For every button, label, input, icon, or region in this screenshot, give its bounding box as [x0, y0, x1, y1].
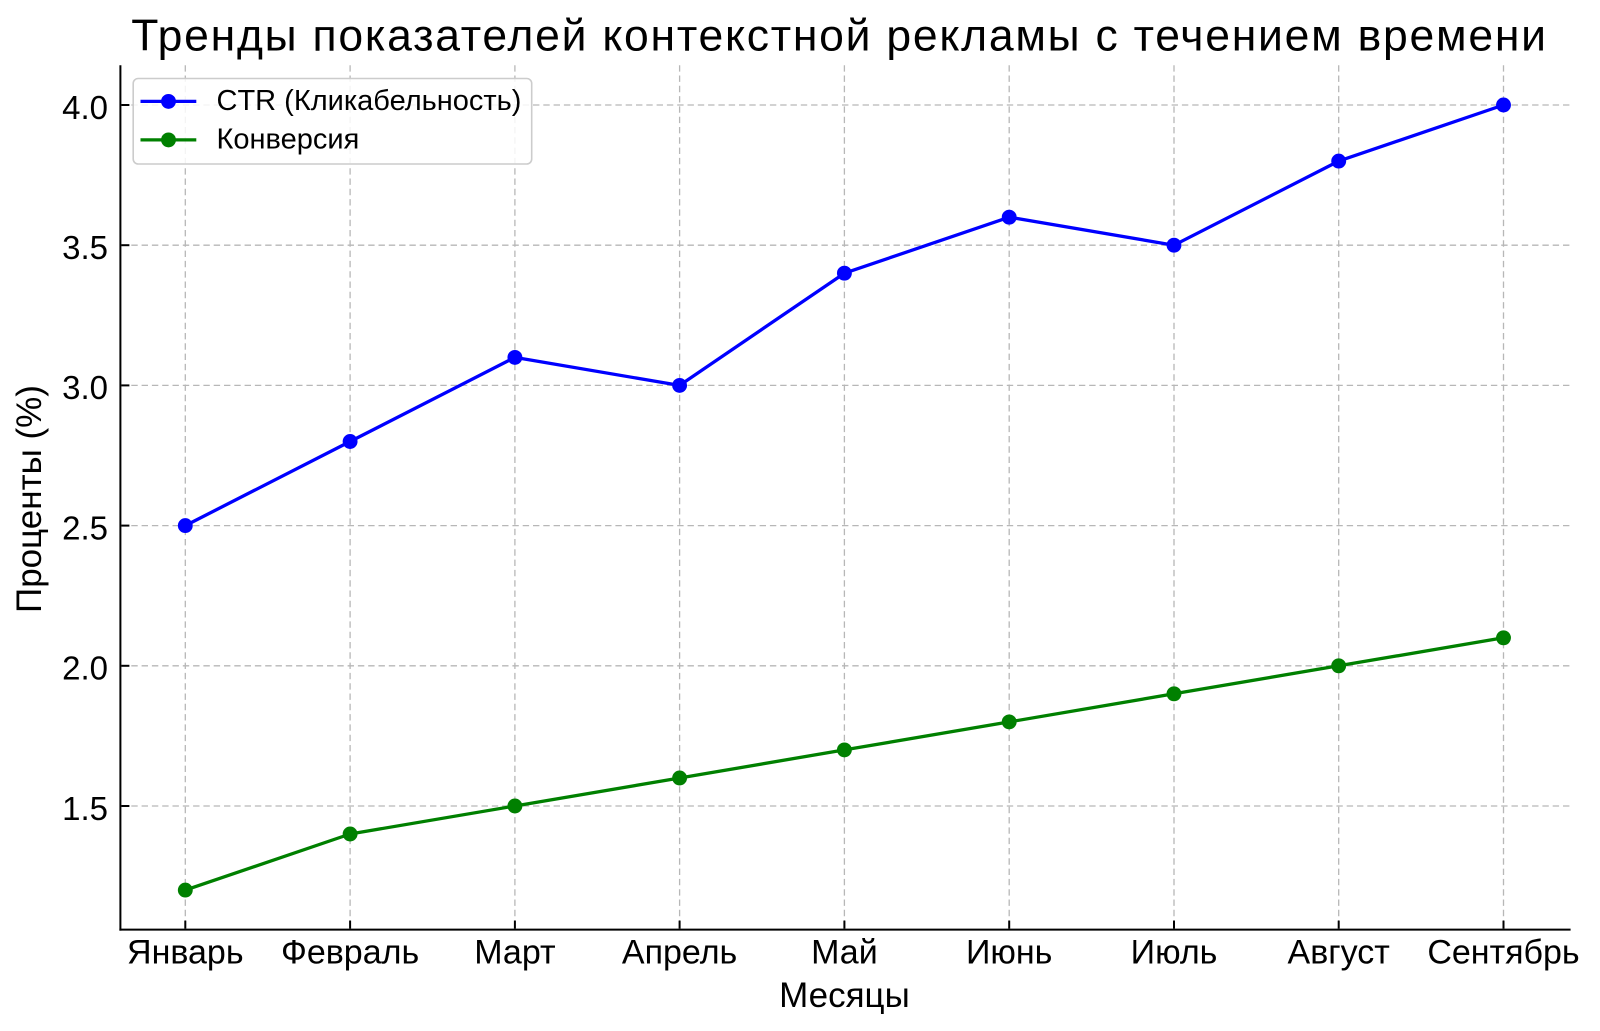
- svg-text:Июнь: Июнь: [966, 933, 1052, 971]
- svg-text:2.0: 2.0: [62, 650, 108, 687]
- svg-text:CTR (Кликабельность): CTR (Кликабельность): [217, 85, 522, 117]
- svg-text:Проценты (%): Проценты (%): [10, 385, 49, 613]
- svg-text:Апрель: Апрель: [622, 933, 737, 971]
- svg-text:Сентябрь: Сентябрь: [1427, 933, 1579, 971]
- svg-text:Месяцы: Месяцы: [779, 976, 910, 1015]
- svg-text:Январь: Январь: [127, 933, 244, 971]
- svg-text:3.0: 3.0: [62, 369, 108, 406]
- svg-text:Август: Август: [1288, 933, 1390, 971]
- svg-text:Конверсия: Конверсия: [217, 123, 360, 155]
- svg-text:1.5: 1.5: [62, 790, 108, 827]
- svg-text:Май: Май: [811, 933, 878, 971]
- svg-text:2.5: 2.5: [62, 509, 108, 546]
- svg-text:Февраль: Февраль: [281, 933, 419, 971]
- svg-text:Июль: Июль: [1131, 933, 1218, 971]
- svg-text:3.5: 3.5: [62, 229, 108, 266]
- svg-text:Март: Март: [474, 933, 555, 971]
- svg-text:Тренды показателей контекстной: Тренды показателей контекстной рекламы с…: [131, 12, 1548, 61]
- svg-text:4.0: 4.0: [62, 89, 108, 126]
